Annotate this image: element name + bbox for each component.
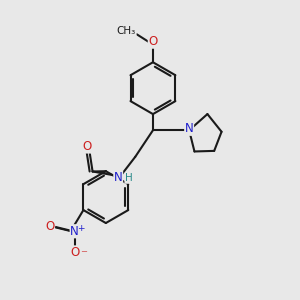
Text: +: +: [77, 224, 85, 233]
Text: ⁻: ⁻: [80, 248, 87, 261]
Text: O: O: [83, 140, 92, 153]
Text: N: N: [114, 171, 123, 184]
Text: O: O: [45, 220, 55, 233]
Text: N: N: [185, 122, 194, 135]
Text: O: O: [148, 35, 158, 48]
Text: H: H: [125, 173, 133, 183]
Text: CH₃: CH₃: [117, 26, 136, 36]
Text: O: O: [70, 246, 80, 259]
Text: N: N: [70, 225, 79, 238]
